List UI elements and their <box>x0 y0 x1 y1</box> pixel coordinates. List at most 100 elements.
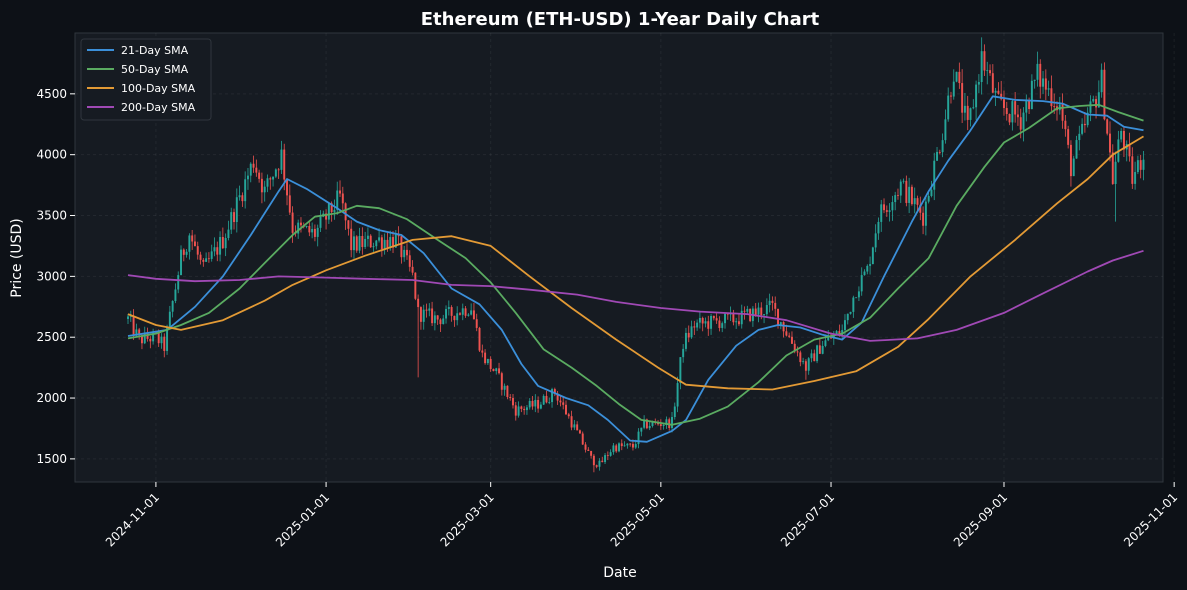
candle-body <box>1114 161 1117 184</box>
sma-line-50 <box>127 103 1144 426</box>
candle-body <box>224 238 227 249</box>
candle-body <box>238 195 241 198</box>
candle-body <box>860 275 863 292</box>
candle-body <box>1086 112 1089 126</box>
candle-body <box>361 235 364 248</box>
chart-title: Ethereum (ETH-USD) 1-Year Daily Chart <box>421 9 820 30</box>
candle-body <box>163 336 166 351</box>
y-axis-label: Price (USD) <box>9 218 25 297</box>
candle-body <box>358 235 361 251</box>
candle-body <box>489 358 492 369</box>
candle-body <box>785 331 788 336</box>
candle-body <box>640 427 643 432</box>
candle-body <box>620 443 623 447</box>
candle-body <box>1128 143 1131 157</box>
candle-body <box>676 383 679 407</box>
candle-body <box>835 331 838 335</box>
candle-body <box>701 317 704 324</box>
candle-body <box>327 203 330 220</box>
candle-body <box>249 163 252 176</box>
candle-body <box>662 424 665 426</box>
candle-body <box>671 417 673 428</box>
candle-body <box>1047 88 1050 90</box>
candle-body <box>288 195 291 213</box>
candle-body <box>645 419 648 429</box>
candle-body <box>933 160 936 190</box>
candle-body <box>193 241 196 247</box>
candle-body <box>191 235 194 242</box>
candle-body <box>453 315 456 321</box>
y-tick-label: 2500 <box>36 330 67 344</box>
candle-body <box>771 300 774 303</box>
candle-body <box>598 460 601 467</box>
candle-body <box>1083 123 1086 126</box>
candle-body <box>341 193 344 204</box>
candle-body <box>1000 93 1003 100</box>
candle-body <box>952 81 955 97</box>
candle-body <box>166 327 169 351</box>
candle-body <box>500 373 503 390</box>
candle-body <box>344 203 347 221</box>
candle-body <box>936 151 939 161</box>
candle-body <box>966 105 969 120</box>
candle-body <box>947 95 950 120</box>
candle-body <box>788 335 791 337</box>
candle-body <box>514 405 517 416</box>
candle-body <box>297 222 300 234</box>
candle-body <box>233 212 235 223</box>
candle-body <box>955 71 958 82</box>
candle-body <box>757 307 760 315</box>
candle-body <box>922 212 925 226</box>
candle-body <box>520 406 523 409</box>
candle-body <box>980 51 983 83</box>
candle-body <box>1103 69 1106 120</box>
candle-body <box>1064 120 1067 130</box>
candle-body <box>283 149 286 180</box>
candle-body <box>735 321 738 323</box>
candle-body <box>394 234 397 248</box>
candle-body <box>1022 112 1025 130</box>
candle-body <box>718 320 721 328</box>
candle-body <box>919 204 922 213</box>
candle-body <box>1008 113 1011 123</box>
candle-body <box>1109 133 1111 153</box>
candle-body <box>573 424 576 428</box>
candle-body <box>986 70 989 71</box>
candle-body <box>774 302 777 309</box>
candle-body <box>366 235 369 239</box>
candle-body <box>1061 104 1064 121</box>
candle-body <box>548 402 551 403</box>
candle-body <box>509 397 512 398</box>
candle-body <box>824 340 827 346</box>
candle-body <box>587 449 590 451</box>
candle-body <box>950 95 952 97</box>
candle-body <box>1078 133 1081 141</box>
sma-line-200 <box>127 249 1144 342</box>
candle-body <box>258 172 261 179</box>
candle-body <box>1136 160 1139 173</box>
candle-body <box>1092 99 1095 102</box>
candle-body <box>782 322 785 332</box>
candle-body <box>503 385 506 390</box>
candle-body <box>227 229 230 239</box>
candle-body <box>263 186 266 193</box>
candle-body <box>866 265 869 272</box>
candle-body <box>255 167 258 173</box>
candle-body <box>899 181 902 196</box>
candle-body <box>648 425 651 429</box>
candle-body <box>869 264 872 266</box>
candle-body <box>316 227 319 237</box>
candle-body <box>604 455 607 463</box>
candle-body <box>1072 158 1075 177</box>
candle-body <box>274 169 277 177</box>
candle-body <box>492 368 495 372</box>
candle-body <box>143 333 146 344</box>
candlesticks <box>127 37 1145 473</box>
candle-body <box>486 358 489 364</box>
candle-body <box>1042 78 1045 87</box>
candle-body <box>724 313 726 324</box>
candle-body <box>369 235 372 248</box>
candle-body <box>623 445 626 447</box>
candle-body <box>180 249 182 276</box>
candle-body <box>467 314 470 316</box>
